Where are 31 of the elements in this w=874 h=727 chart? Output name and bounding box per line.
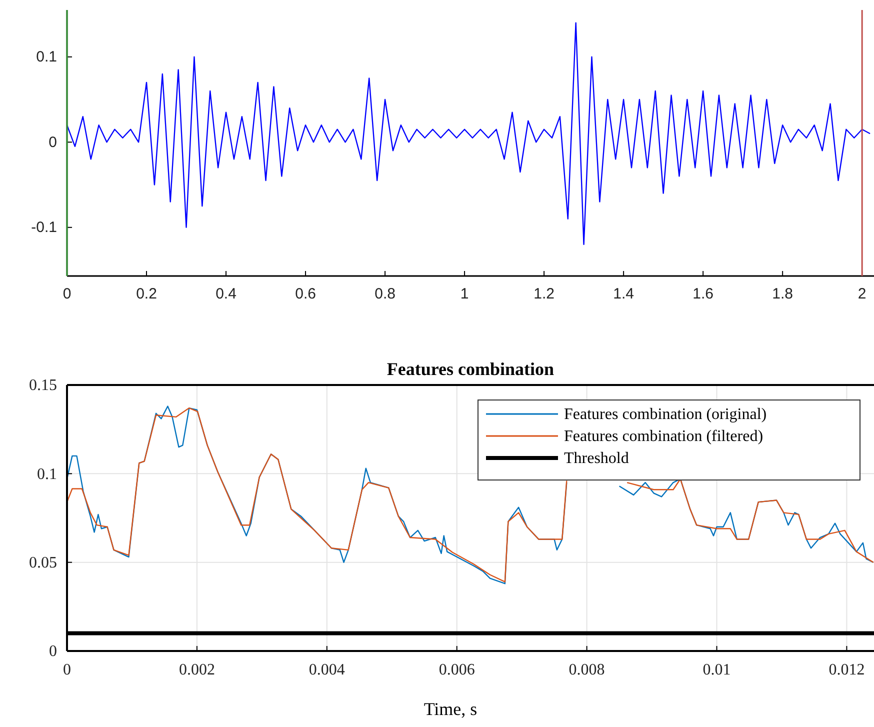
x-tick-label: 0.01 (702, 661, 731, 678)
y-tick-label: 0 (48, 134, 57, 151)
x-tick-label: 1.4 (613, 286, 634, 303)
y-tick-label: 0.1 (37, 466, 57, 483)
x-tick-label: 0.6 (295, 286, 316, 303)
x-tick-label: 0.008 (568, 661, 605, 678)
legend-label: Threshold (564, 450, 629, 467)
y-tick-label: 0 (49, 643, 57, 660)
x-tick-label: 2 (858, 286, 866, 303)
x-tick-label: 1.6 (692, 286, 714, 303)
y-tick-label: 0.15 (29, 377, 57, 394)
x-tick-label: 0.8 (374, 286, 396, 303)
x-tick-label: 0 (62, 286, 72, 303)
y-tick-label: -0.1 (31, 219, 57, 236)
line-series (67, 22, 871, 246)
x-tick-label: 0.004 (308, 661, 345, 678)
x-tick-label: 0.012 (828, 661, 865, 678)
x-tick-label: 0.4 (216, 286, 236, 303)
x-tick-label: 0.2 (136, 286, 157, 303)
x-tick-label: 0 (63, 661, 71, 678)
legend-label: Features combination (filtered) (564, 428, 764, 445)
x-tick-label: 0.006 (438, 661, 475, 678)
x-axis-title: Time, s (424, 699, 478, 719)
x-tick-label: 1 (460, 286, 469, 303)
legend-label: Features combination (original) (564, 406, 767, 423)
y-tick-label: 0.1 (36, 48, 57, 66)
x-tick-label: 1.8 (772, 286, 793, 303)
chart-title: Features combination (386, 359, 554, 379)
x-tick-label: 0.002 (178, 661, 215, 678)
x-tick-label: 1.2 (534, 286, 554, 303)
y-tick-label: 0.05 (29, 554, 57, 572)
